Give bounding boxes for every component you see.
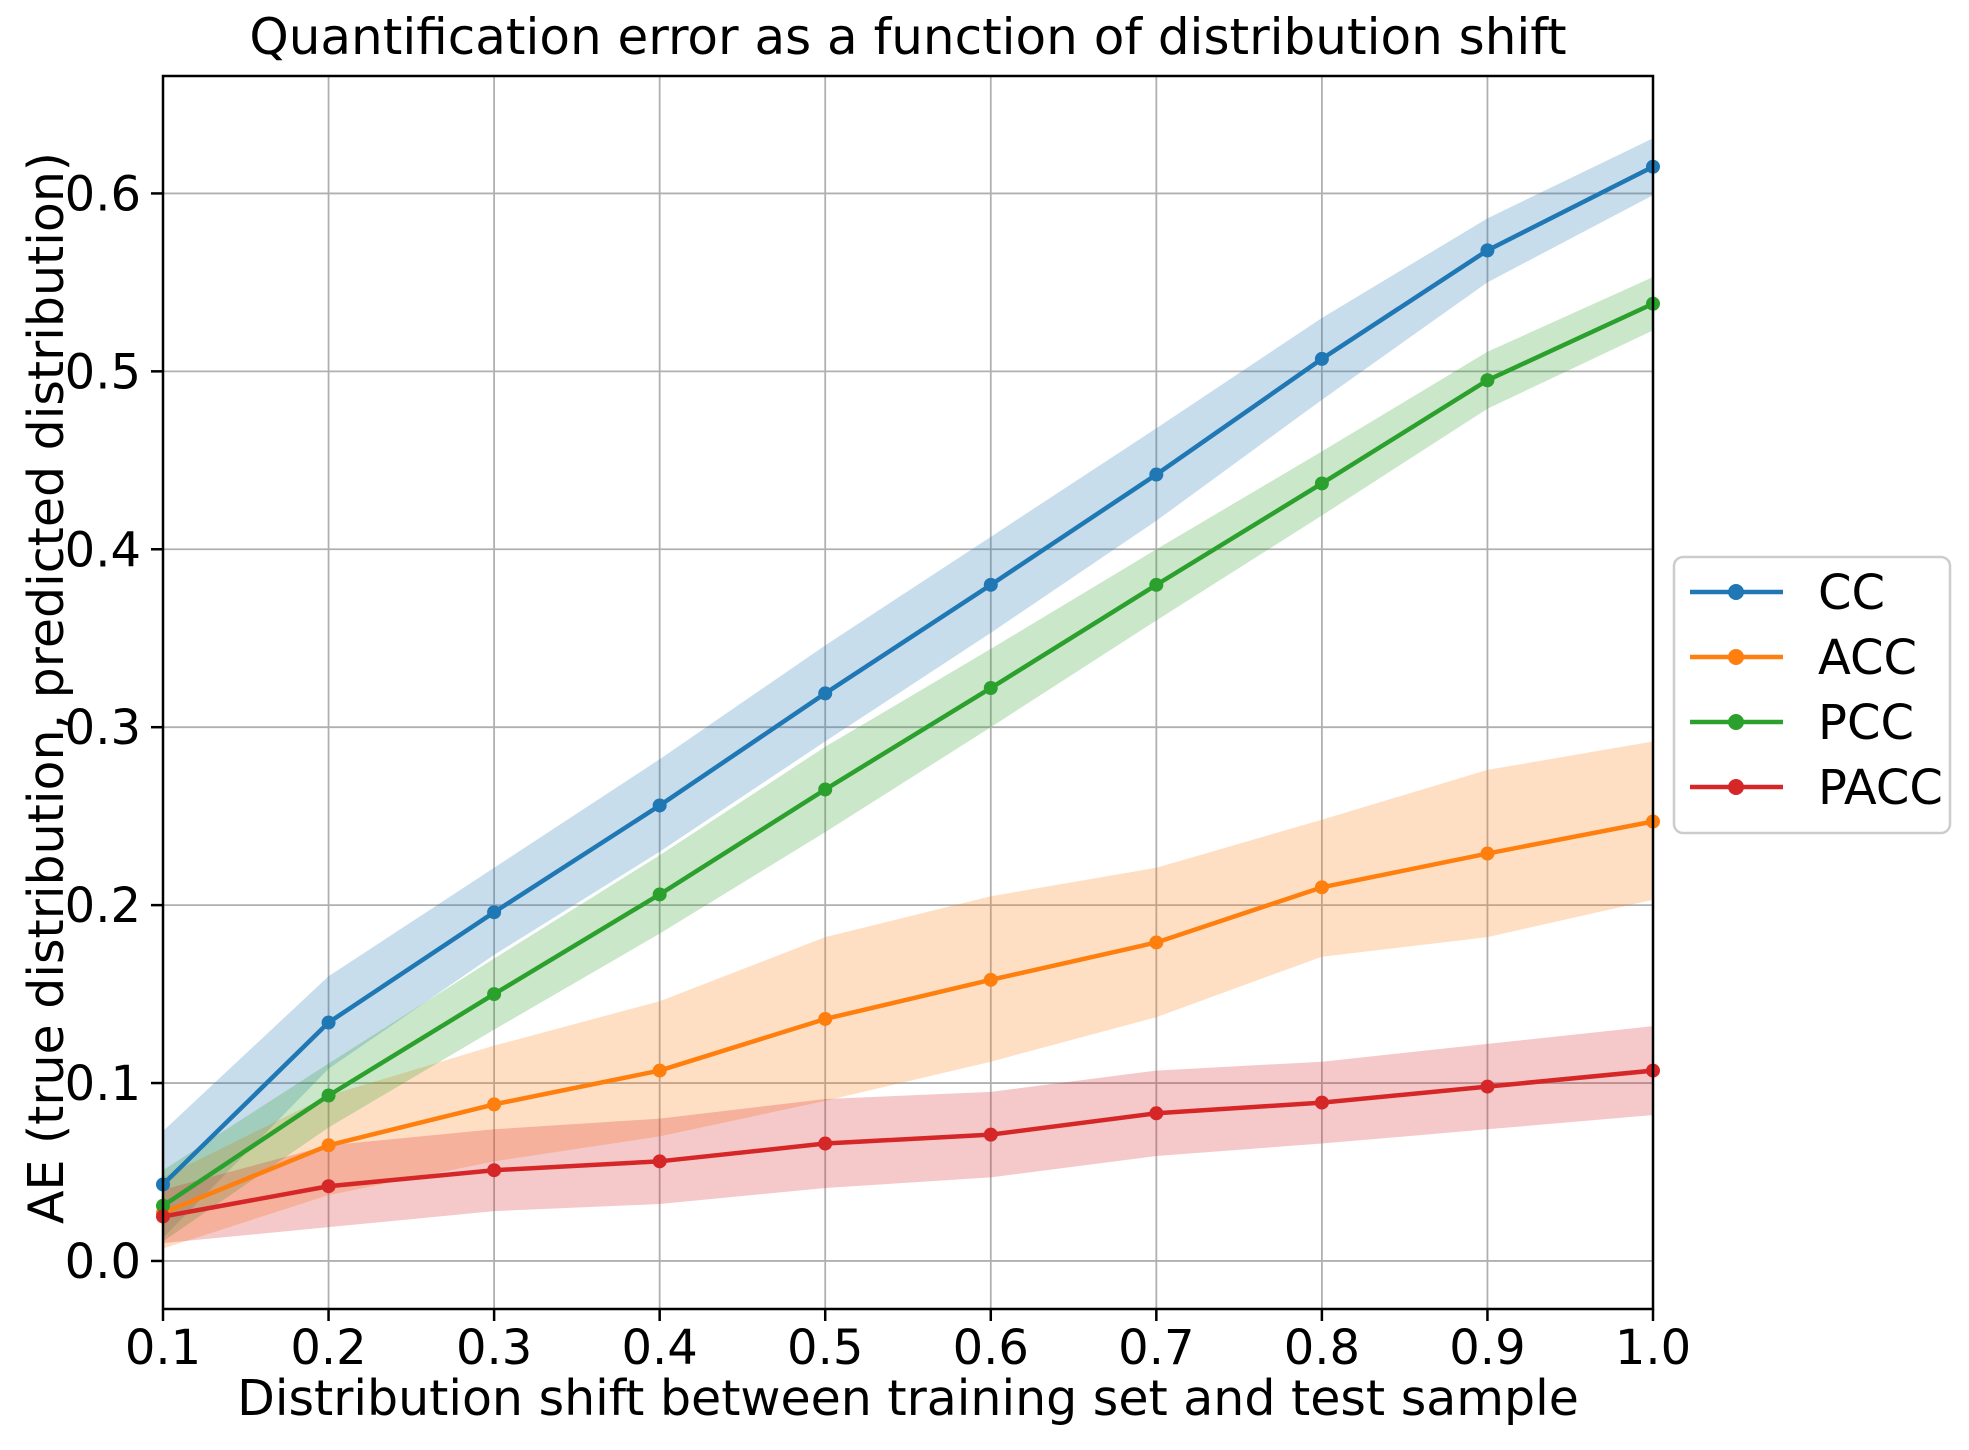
data-point-PCC (1149, 577, 1164, 592)
data-point-ACC (1149, 935, 1164, 950)
legend-box (1672, 555, 1952, 835)
legend-marker-PACC (1728, 779, 1744, 795)
legend-marker-CC (1728, 584, 1744, 600)
legend-item-PACC: PACC (1690, 760, 1943, 816)
y-tick-label: 0.3 (65, 700, 141, 756)
x-axis-label: Distribution shift between training set … (237, 1370, 1579, 1427)
data-point-CC (1149, 467, 1164, 482)
x-tick-label: 1.0 (1615, 1320, 1691, 1376)
confidence-band-ACC (163, 741, 1653, 1249)
data-point-PCC (652, 887, 667, 902)
data-point-PACC (487, 1163, 502, 1178)
confidence-band-CC (163, 138, 1653, 1238)
x-tick-label: 0.6 (953, 1320, 1029, 1376)
legend-label-CC: CC (1818, 565, 1885, 621)
confidence-band-PCC (163, 277, 1653, 1242)
y-tick-label: 0.1 (65, 1056, 141, 1112)
data-point-PACC (1149, 1106, 1164, 1121)
x-tick-label: 0.8 (1284, 1320, 1360, 1376)
data-point-PCC (1480, 373, 1495, 388)
data-point-PACC (321, 1179, 336, 1194)
data-point-ACC (1480, 846, 1495, 861)
axes-spines (161, 74, 1655, 1311)
legend-item-ACC: ACC (1690, 630, 1917, 686)
confidence-band-PACC (163, 1026, 1653, 1244)
legend: CC ACC PCC PACC (1672, 555, 1952, 835)
y-tick-label: 0.6 (65, 166, 141, 222)
data-point-CC (1480, 243, 1495, 258)
data-point-PCC (321, 1088, 336, 1103)
data-point-ACC (983, 972, 998, 987)
x-tick-label: 0.1 (125, 1320, 201, 1376)
y-tick-label: 0.5 (65, 344, 141, 400)
y-tick-label: 0.0 (65, 1234, 141, 1290)
data-point-PACC (818, 1136, 833, 1151)
legend-marker-PCC (1728, 714, 1744, 730)
data-point-CC (983, 577, 998, 592)
legend-item-CC: CC (1690, 565, 1885, 621)
confidence-band-layer (163, 138, 1653, 1249)
data-point-PACC (1480, 1079, 1495, 1094)
series-line-PACC (160, 1068, 1656, 1219)
x-tick-label: 0.5 (787, 1320, 863, 1376)
legend-label-PACC: PACC (1818, 760, 1943, 816)
data-point-PCC (818, 782, 833, 797)
x-tick-label: 0.2 (290, 1320, 366, 1376)
x-tick-label: 0.9 (1449, 1320, 1525, 1376)
data-point-CC (818, 686, 833, 701)
series-line-ACC (160, 819, 1656, 1216)
tick-label-layer: 0.1 0.2 0.3 0.4 0.5 0.6 0.7 0.8 0.9 1.0 0.0 0.1 0.2 0… (65, 166, 1692, 1376)
axes-frame-layer (161, 74, 1655, 1311)
legend-label-PCC: PCC (1818, 695, 1914, 751)
series-line-CC (160, 164, 1656, 1187)
data-point-ACC (1314, 880, 1329, 895)
data-point-CC (321, 1015, 336, 1030)
data-point-CC (1314, 351, 1329, 366)
data-point-ACC (818, 1011, 833, 1026)
data-point-CC (652, 798, 667, 813)
data-point-PACC (983, 1127, 998, 1142)
y-tick-label: 0.2 (65, 878, 141, 934)
data-point-ACC (321, 1138, 336, 1153)
data-point-PCC (983, 681, 998, 696)
x-tick-label: 0.4 (621, 1320, 697, 1376)
data-point-ACC (652, 1063, 667, 1078)
data-point-PACC (1314, 1095, 1329, 1110)
y-tick-label: 0.4 (65, 522, 141, 578)
x-tick-label: 0.3 (456, 1320, 532, 1376)
y-axis-label: AE (true distribution, predicted distrib… (18, 152, 75, 1224)
x-tick-label: 0.7 (1118, 1320, 1194, 1376)
legend-label-ACC: ACC (1818, 630, 1917, 686)
data-point-PCC (1314, 476, 1329, 491)
legend-marker-ACC (1728, 649, 1744, 665)
data-point-PCC (487, 987, 502, 1002)
data-point-CC (487, 905, 502, 920)
data-point-PACC (652, 1154, 667, 1169)
legend-item-PCC: PCC (1690, 695, 1914, 751)
tick-layer (151, 192, 1655, 1321)
chart-title: Quantification error as a function of di… (249, 8, 1566, 66)
data-point-ACC (487, 1097, 502, 1112)
series-line-PCC (160, 301, 1656, 1209)
